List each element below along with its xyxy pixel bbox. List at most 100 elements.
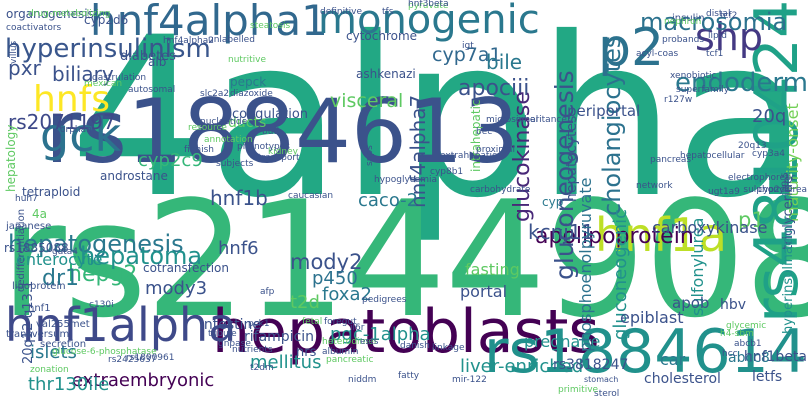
cloud-word-inheritance: inheritance [516,115,567,125]
cloud-word-abcc8: abcc8 [728,350,770,366]
cloud-word-extrahepatic: extrahepatic [440,151,497,161]
cloud-word-annotation: annotation [204,135,253,145]
cloud-word-proximal: proximal [476,145,516,155]
cloud-word-igt: igt [462,41,474,51]
cloud-word-hepatocellular: hepatocellular [680,151,745,161]
cloud-word-cyp7a1: cyp7a1 [432,44,502,66]
cloud-word-slc2a2: slc2a2 [200,89,230,99]
cloud-word-cyp2c9: cyp2c9 [138,150,203,171]
cloud-word-hnf4alpha1: hnf4alpha1 [90,0,328,45]
cloud-word-electrophoretic: electrophoretic [728,173,797,183]
cloud-word-niddm: niddm [348,375,377,385]
cloud-word-sterol: sterol [594,389,620,399]
cloud-word-hnf1alpha: hnf1alpha [5,298,237,352]
cloud-word-macrosomia: macrosomia [640,8,788,36]
cloud-word-pxr: pxr [8,56,41,80]
cloud-word-20q: 20q [752,106,787,127]
cloud-word-glycemic: glycemic [726,321,767,331]
cloud-word-20q12-q13-1: 20q12-q13.1 [21,280,36,364]
cloud-word-tcf2: tcf2 [720,11,738,21]
cloud-word-alb: alb [148,55,167,69]
cloud-word-secretion: secretion [40,339,87,350]
cloud-word-extraembryonic: extraembryonic [72,370,215,391]
cloud-word-unlabelled: unlabelled [208,35,255,45]
cloud-word-cyp8b1: cyp8b1 [430,167,464,177]
cloud-word-mexican: mexican [84,79,123,89]
cloud-word-fetal: fetal [302,317,323,327]
cloud-word-carboxykinase: carboxykinase [652,218,768,237]
cloud-word-rs2425637: rs2425637 [108,355,157,365]
cloud-word-definitive: definitive [320,7,363,17]
cloud-word-bile: bile [486,50,523,74]
cloud-word-diazoxide: diazoxide [230,89,273,99]
cloud-word-organogenesis: organogenesis [6,7,94,21]
cloud-word-cyp2c8: cyp2c8 [758,185,791,195]
cloud-word-enterocyte: enterocyte [16,250,103,269]
cloud-word-cyp3a4: cyp3a4 [752,149,785,159]
cloud-word-tfs: tfs [382,7,394,17]
cloud-word-rs2071197: rs2071197 [8,110,116,134]
cloud-word-4a: 4a [32,207,47,221]
cloud-word-biliary: biliary [52,62,114,86]
cloud-word-mody2: mody2 [290,250,363,274]
cloud-word-cholesterol: cholesterol [644,371,721,387]
cloud-word-kidney: kidney [268,147,298,157]
cloud-word-visceral: visceral [330,90,404,112]
cloud-word-nucleotide: nucleotide [200,117,248,127]
cloud-word-dr1: dr1 [42,266,80,291]
cloud-word-hnf6: hnf6 [218,238,259,259]
cloud-word-hepatoma: hepatoma [80,242,203,270]
cloud-word-pgc-1alpha: pgc-1alpha [330,324,431,345]
cloud-word-rs2144908: rs2144908 [0,166,808,353]
cloud-word-nephron: nephron [664,17,702,27]
cloud-word-caco-2: caco-2 [358,190,419,211]
cloud-word-drug-metabolizing: drug-metabolizing [28,9,111,19]
cloud-word-phosphoenolpyruvate: phosphoenolpyruvate [576,177,595,352]
cloud-word-zonation: zonation [30,365,69,375]
cloud-word-kcnj11: kcnj11 [528,220,595,244]
cloud-word-nrs: nrs [296,345,317,360]
cloud-word-stomach: stomach [584,375,619,384]
cloud-word-microsomal: microsomal [486,115,539,125]
cloud-word-caucasian: caucasian [288,191,334,201]
cloud-word-pregnane: pregnane [524,332,601,351]
cloud-word-abcb1: abcb1 [734,339,762,349]
cloud-word-il6r: il6r [350,323,365,333]
cloud-word-pyruvate: pyruvate [408,1,449,11]
cloud-word-linkage: linkage [432,343,465,353]
cloud-word-apolipoprotein: apolipoprotein [535,224,694,249]
cloud-word-steatosis: steatosis [250,21,291,31]
cloud-word-pancreatic: pancreatic [326,355,374,365]
cloud-word-endoderm: endoderm [675,68,808,98]
cloud-word-hypoglycemia: hypoglycemia [374,175,438,185]
cloud-word-insulin: insulin [672,13,705,24]
cloud-word-mody3: mody3 [145,278,208,299]
cloud-word-primitive: primitive [558,385,599,395]
cloud-word-transport: transport [258,153,300,163]
cloud-word-snps: snps [365,145,375,166]
cloud-word-acyl-coas: acyl-coas [636,49,679,59]
cloud-word-gnpase: gnpase [218,339,251,349]
cloud-word-20q13: 20q13 [738,141,767,151]
cloud-word-orphan: orphan [60,125,92,135]
cloud-word-r127w: r127w [664,95,693,105]
cloud-word-val255met: val255met [36,319,90,330]
cloud-word-4alpha: 4alpha [69,0,808,246]
cloud-word-gck: gck [40,108,122,162]
cloud-word-hyperinsulinaemic: hyperinsulinaemic [781,214,796,334]
cloud-word-hcc: hcc [722,349,738,359]
cloud-word-glucokinase: glucokinase [510,91,535,222]
cloud-word-villus: villus [9,40,19,64]
cloud-word-foregut: foregut [324,317,357,327]
cloud-word-rs1884613: rs1884613 [45,80,519,183]
cloud-word-cytochrome: cytochrome [346,29,418,43]
cloud-word-bec: bec [476,127,493,137]
cloud-word-monogenic: monogenic [318,0,540,43]
cloud-word-finnish: finnish [184,145,214,155]
cloud-word-rifampicin: rifampicin [244,329,315,345]
cloud-word-rs3818247: rs3818247 [553,357,629,373]
cloud-word-japanese: japanese [6,221,52,232]
cloud-word-hnf4alpha2: hnf4alpha2 [163,36,214,46]
cloud-word-tetraploid: tetraploid [22,185,81,199]
